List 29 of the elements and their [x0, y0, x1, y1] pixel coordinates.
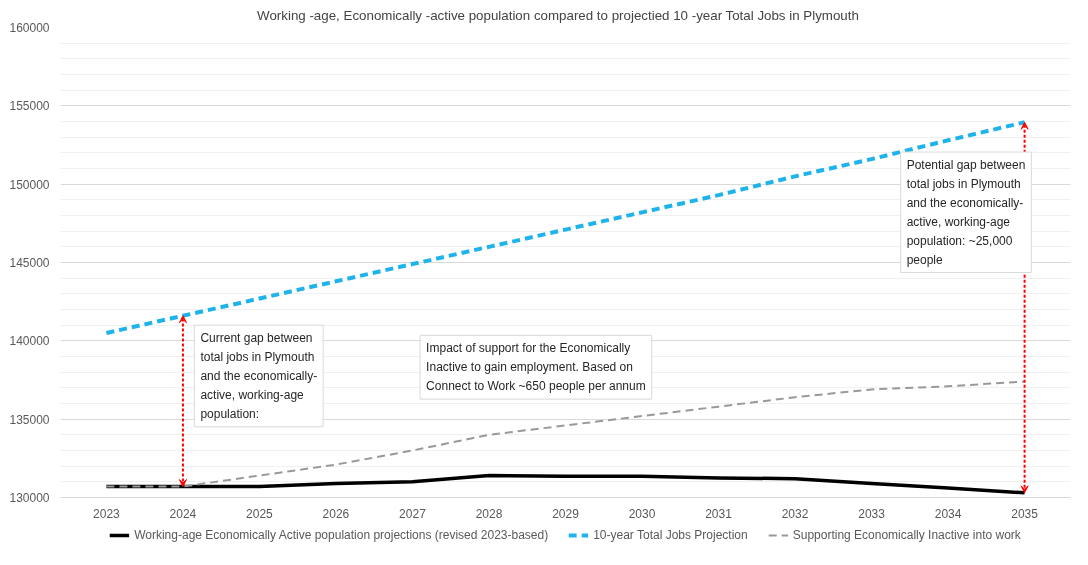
- legend-label: Working-age Economically Active population projections (revised 2023-based): [134, 528, 549, 542]
- x-tick-label: 2033: [858, 506, 886, 521]
- legend-label: 10-year Total Jobs Projection: [593, 528, 748, 542]
- y-tick-label: 135000: [9, 412, 50, 427]
- chart-title: Working -age, Economically -active population compared to projectied 10 -year Total Jobs in Plymouth: [257, 7, 859, 23]
- x-tick-label: 2035: [1011, 506, 1039, 521]
- y-tick-label: 155000: [9, 99, 50, 114]
- y-tick-label: 160000: [9, 21, 50, 35]
- x-tick-label: 2028: [475, 506, 503, 521]
- line-series: [104, 473, 1027, 495]
- x-tick-label: 2026: [322, 506, 350, 521]
- y-tick-label: 145000: [9, 256, 50, 270]
- annotation: Current gap between total jobs in Plymouth and the economically-active, working-age population:: [200, 331, 318, 421]
- y-tick-label: 140000: [9, 334, 50, 349]
- x-tick-label: 2025: [246, 506, 274, 521]
- annotation: Potential gap between total jobs in Plymouth and the economically-active, working-age population: ~25,000 people: [906, 158, 1026, 267]
- y-tick-label: 150000: [9, 177, 50, 192]
- legend-label: Supporting Economically Inactive into work: [792, 528, 1021, 542]
- x-tick-label: 2034: [934, 506, 962, 521]
- x-tick-label: 2023: [93, 506, 121, 521]
- x-tick-label: 2029: [552, 506, 580, 521]
- line-series: [104, 120, 1027, 335]
- x-tick-label: 2027: [399, 506, 427, 521]
- y-tick-label: 130000: [9, 491, 50, 505]
- x-tick-label: 2030: [628, 506, 656, 521]
- annotation: Impact of support for the Economically Inactive to gain employment. Based on Connect to Work ~650 people per annum: [426, 341, 646, 394]
- x-tick-label: 2032: [781, 506, 809, 521]
- x-tick-label: 2031: [705, 506, 733, 521]
- x-tick-label: 2024: [169, 506, 197, 521]
